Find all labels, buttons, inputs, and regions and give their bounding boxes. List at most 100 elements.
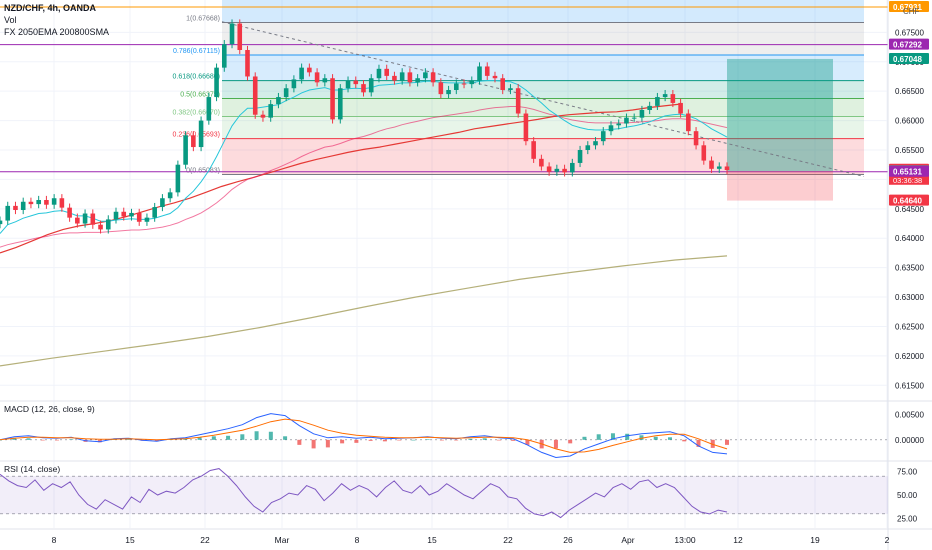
- countdown-badge: [889, 174, 929, 185]
- candle: [167, 192, 173, 199]
- candle: [484, 66, 490, 76]
- candle: [407, 72, 413, 83]
- price-badge: [889, 1, 929, 12]
- candle: [655, 97, 660, 106]
- price-axis-tick: 0.63000: [895, 293, 924, 302]
- candle: [276, 97, 281, 105]
- candle: [368, 78, 374, 93]
- candle: [415, 78, 420, 83]
- macd-histogram-bar: [639, 435, 644, 440]
- candle: [75, 217, 80, 224]
- candle: [345, 80, 351, 89]
- candle: [624, 117, 629, 124]
- candle: [307, 67, 312, 73]
- candle: [423, 72, 428, 79]
- price-axis-tick: 0.64500: [895, 205, 924, 214]
- time-axis-tick: 15: [125, 535, 135, 545]
- rsi-line: [0, 468, 728, 519]
- candle: [570, 162, 575, 173]
- macd-histogram-bar: [297, 439, 302, 445]
- candle: [376, 68, 382, 79]
- candle: [245, 50, 250, 77]
- macd-histogram-bar: [126, 439, 131, 440]
- fib-zone: [222, 22, 864, 55]
- candle: [198, 120, 204, 148]
- candle: [701, 145, 707, 161]
- price-axis-tick: 0.65500: [895, 146, 924, 155]
- macd-histogram-bar: [26, 438, 31, 440]
- candle: [13, 205, 18, 210]
- macd-title: MACD (12, 26, close, 9): [4, 404, 95, 414]
- candle: [562, 168, 567, 173]
- candle: [384, 68, 389, 76]
- candle: [523, 113, 529, 142]
- time-axis-tick: 8: [355, 535, 360, 545]
- time-axis-tick: 22: [503, 535, 513, 545]
- fib-level-label: 0(0.65083): [186, 168, 220, 175]
- fib-level-label: 0.382(0.66070): [173, 109, 220, 116]
- candle: [175, 164, 181, 193]
- candle: [152, 207, 157, 218]
- macd-histogram-bar: [183, 438, 188, 440]
- time-axis-tick: Mar: [275, 535, 290, 545]
- candle: [5, 205, 11, 221]
- candle: [221, 44, 227, 68]
- macd-histogram-bar: [525, 439, 530, 445]
- price-axis-tick: 0.61500: [895, 381, 924, 390]
- candle: [82, 213, 88, 224]
- candle: [593, 141, 598, 146]
- macd-histogram-bar: [325, 439, 330, 448]
- candle: [59, 198, 65, 208]
- candle: [724, 166, 730, 170]
- candle: [252, 76, 258, 115]
- time-axis-tick: 8: [52, 535, 57, 545]
- candle: [67, 207, 72, 218]
- candle: [515, 88, 521, 114]
- candle: [392, 75, 397, 81]
- candle: [206, 97, 212, 121]
- rsi-axis-tick: 25.00: [897, 515, 918, 524]
- macd-histogram-bar: [211, 436, 216, 440]
- macd-histogram-bar: [354, 439, 359, 443]
- macd-histogram-bar: [439, 439, 444, 441]
- price-badge: [889, 165, 929, 177]
- trend-line: [221, 21, 865, 177]
- macd-histogram-bar: [97, 439, 102, 443]
- macd-axis-tick: 0.00000: [895, 436, 924, 445]
- price-axis-tick: 0.66500: [895, 87, 924, 96]
- fib-level-label: 0.786(0.67115): [173, 48, 220, 55]
- candle: [554, 168, 560, 172]
- price-badge-label: 0.67048: [893, 55, 922, 64]
- macd-histogram-bar: [496, 439, 501, 441]
- macd-histogram-bar: [582, 436, 587, 440]
- macd-histogram-bar: [553, 439, 558, 449]
- candle: [662, 94, 668, 98]
- candle: [546, 166, 552, 172]
- candle: [477, 66, 482, 81]
- macd-histogram-bar: [311, 439, 316, 449]
- candle: [709, 160, 714, 169]
- price-badge-label: 0.67931: [893, 3, 922, 12]
- macd-histogram-bar: [268, 431, 273, 440]
- candle: [144, 217, 150, 222]
- time-axis-tick: Apr: [621, 535, 634, 545]
- macd-histogram-bar: [254, 431, 259, 440]
- macd-histogram-bar: [682, 439, 687, 442]
- price-badge: [889, 52, 929, 64]
- macd-histogram-bar: [240, 434, 245, 440]
- candle: [98, 224, 103, 230]
- candle: [0, 220, 3, 225]
- price-axis-tick: 0.66000: [895, 117, 924, 126]
- candle: [314, 72, 320, 83]
- candle: [670, 94, 676, 103]
- candle: [631, 117, 637, 119]
- macd-histogram-bar: [725, 439, 729, 445]
- macd-histogram-bar: [468, 438, 473, 440]
- rsi-axis-tick: 75.00: [897, 467, 918, 476]
- macd-histogram-bar: [454, 439, 459, 441]
- candle: [639, 110, 645, 118]
- candle: [330, 78, 335, 120]
- macd-histogram-bar: [425, 439, 430, 440]
- price-axis-tick: 0.62500: [895, 322, 924, 331]
- fib-level-label: 0.618(0.66680): [173, 74, 220, 81]
